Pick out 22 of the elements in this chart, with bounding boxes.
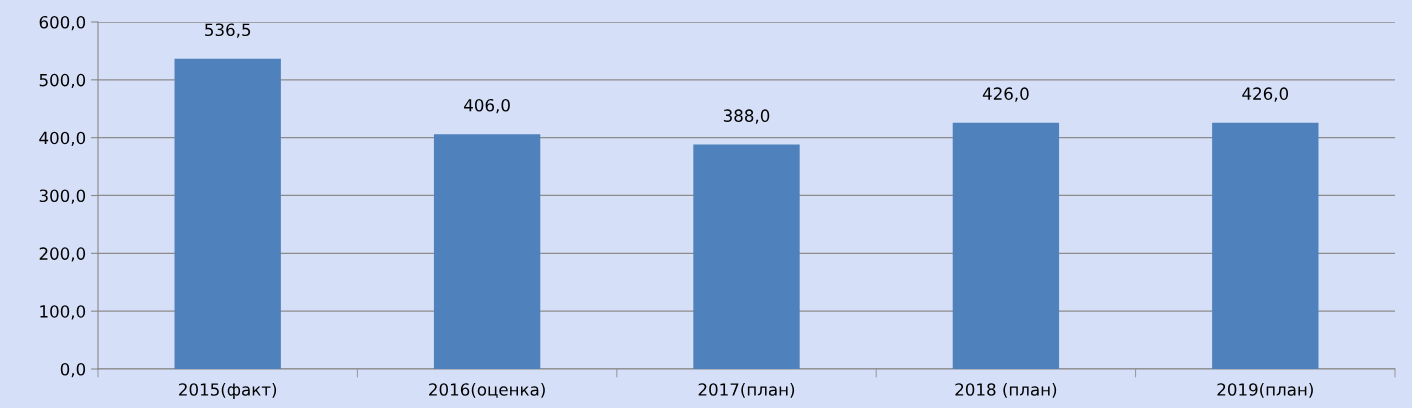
y-tick-label: 400,0 — [39, 131, 86, 146]
bar — [693, 144, 800, 369]
bar — [174, 58, 281, 369]
data-label: 406,0 — [464, 98, 510, 114]
y-tick-label: 600,0 — [39, 15, 86, 31]
x-tick-label: 2018 (план) — [955, 382, 1057, 398]
y-tick-label: 300,0 — [39, 189, 86, 204]
bar — [1212, 122, 1319, 369]
bar — [433, 134, 541, 369]
x-tick-label: 2017(план) — [698, 382, 795, 398]
data-label: 426,0 — [1242, 87, 1289, 102]
bar — [952, 122, 1060, 369]
data-label: 388,0 — [723, 109, 770, 124]
x-tick-label: 2016(оценка) — [429, 382, 545, 398]
x-tick-label: 2015(факт) — [179, 382, 277, 400]
y-tick-label: 200,0 — [39, 247, 86, 262]
y-tick-label: 500,0 — [39, 73, 86, 89]
y-tick-label: 100,0 — [40, 305, 86, 320]
data-label: 536,5 — [205, 23, 251, 38]
x-tick-label: 2019(план) — [1217, 382, 1313, 398]
y-tick-label: 0,0 — [60, 362, 86, 378]
data-label: 426,0 — [982, 87, 1029, 102]
